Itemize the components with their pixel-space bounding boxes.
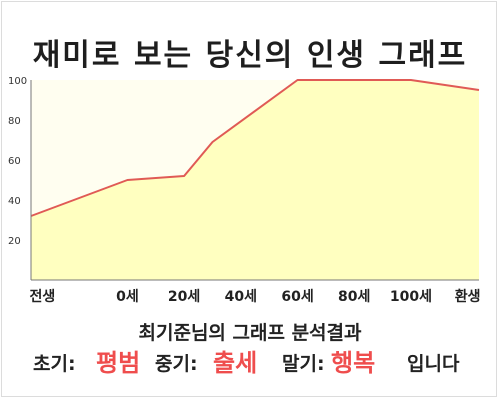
x-tick-label: 40세 bbox=[225, 289, 257, 305]
area-layer bbox=[30, 79, 480, 280]
y-tick-label: 100 bbox=[8, 76, 27, 87]
y-tick-labels: 20 40 60 80 100 bbox=[8, 76, 27, 247]
mid-label: 중기: bbox=[155, 353, 198, 375]
x-tick-labels: 전생 0세 20세 40세 60세 80세 100세 환생 bbox=[29, 288, 480, 305]
x-tick-label: 0세 bbox=[116, 289, 139, 305]
x-tick-label: 전생 bbox=[29, 288, 55, 305]
late-value: 행복 bbox=[331, 349, 376, 377]
late-label: 말기: bbox=[282, 353, 325, 375]
mid-value: 출세 bbox=[213, 349, 258, 377]
y-tick-label: 80 bbox=[8, 116, 21, 127]
y-tick-label: 40 bbox=[8, 196, 21, 207]
series-0-area bbox=[31, 80, 479, 280]
ending-text: 입니다 bbox=[407, 353, 460, 375]
x-tick-label: 환생 bbox=[455, 288, 481, 305]
result-line: 초기: 평범 중기: 출세 말기: 행복 입니다 bbox=[0, 346, 500, 382]
x-tick-label: 80세 bbox=[338, 289, 370, 305]
early-label: 초기: bbox=[33, 353, 76, 375]
series-0-line bbox=[30, 79, 480, 217]
y-tick-label: 60 bbox=[8, 156, 21, 167]
x-tick-label: 60세 bbox=[281, 289, 313, 305]
y-tick-label: 20 bbox=[8, 236, 21, 247]
axis-layer bbox=[30, 80, 479, 281]
x-tick-label: 100세 bbox=[390, 289, 432, 305]
early-value: 평범 bbox=[96, 349, 141, 377]
x-tick-label: 20세 bbox=[168, 289, 200, 305]
analysis-summary: 최기준님의 그래프 분석결과 bbox=[138, 322, 362, 344]
page-title: 재미로 보는 당신의 인생 그래프 bbox=[32, 38, 468, 73]
